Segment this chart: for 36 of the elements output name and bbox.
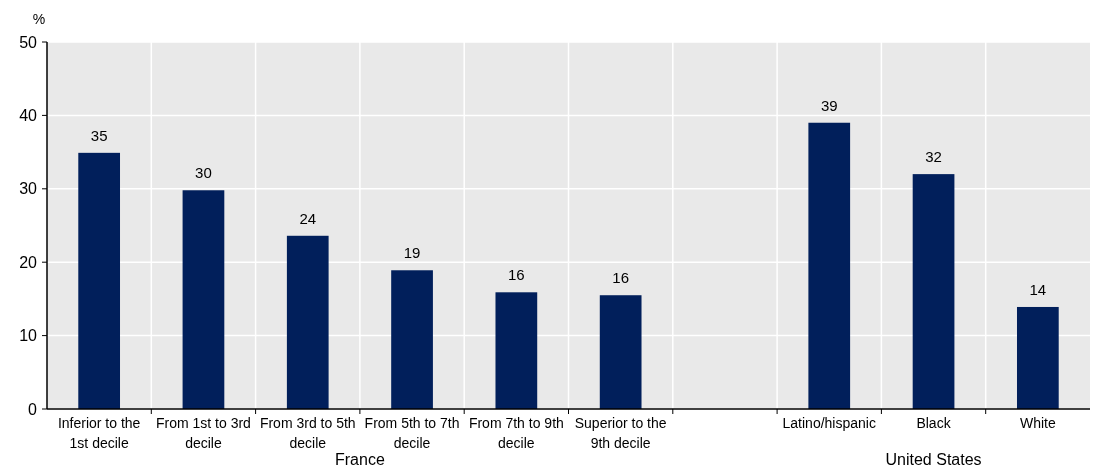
x-tick-label: From 1st to 3rd decile	[155, 415, 251, 451]
y-tick-label: 20	[19, 253, 38, 271]
data-label: 24	[299, 209, 317, 227]
data-label: 30	[195, 164, 212, 182]
bar	[182, 190, 225, 409]
x-tick-label: Black	[916, 415, 952, 431]
bar	[912, 174, 955, 409]
bar	[495, 292, 538, 409]
x-tick-label: From 7th to 9th decile	[468, 415, 564, 451]
y-tick-label: 10	[19, 327, 38, 345]
x-tick-label: From 3rd to 5th decile	[259, 415, 356, 451]
x-tick-label: From 5th to 7th decile	[364, 415, 460, 451]
bar	[808, 122, 851, 409]
bar	[599, 295, 642, 409]
y-tick-label: 0	[28, 400, 38, 418]
y-tick-label: 50	[19, 33, 38, 51]
data-label: 39	[820, 96, 838, 114]
data-label: 16	[508, 266, 525, 284]
data-label: 32	[925, 148, 942, 166]
bar	[78, 152, 121, 409]
y-axis-title: %	[32, 11, 46, 27]
data-label: 14	[1029, 280, 1047, 298]
x-tick-label: White	[1019, 415, 1056, 431]
data-label: 35	[90, 126, 108, 144]
y-tick-label: 40	[19, 107, 38, 124]
data-label: 19	[403, 244, 421, 262]
y-tick-label: 30	[19, 180, 38, 198]
x-tick-label: Inferior to the 1st decile	[57, 415, 141, 451]
data-label: 16	[612, 269, 629, 287]
x-tick-label: Superior to the 9th decile	[574, 415, 667, 451]
bar	[286, 235, 329, 409]
text: United States	[885, 451, 982, 468]
text: France	[335, 451, 385, 468]
x-tick-label: Latino/hispanic	[782, 415, 876, 431]
bar	[1016, 306, 1059, 409]
bar	[391, 270, 433, 409]
